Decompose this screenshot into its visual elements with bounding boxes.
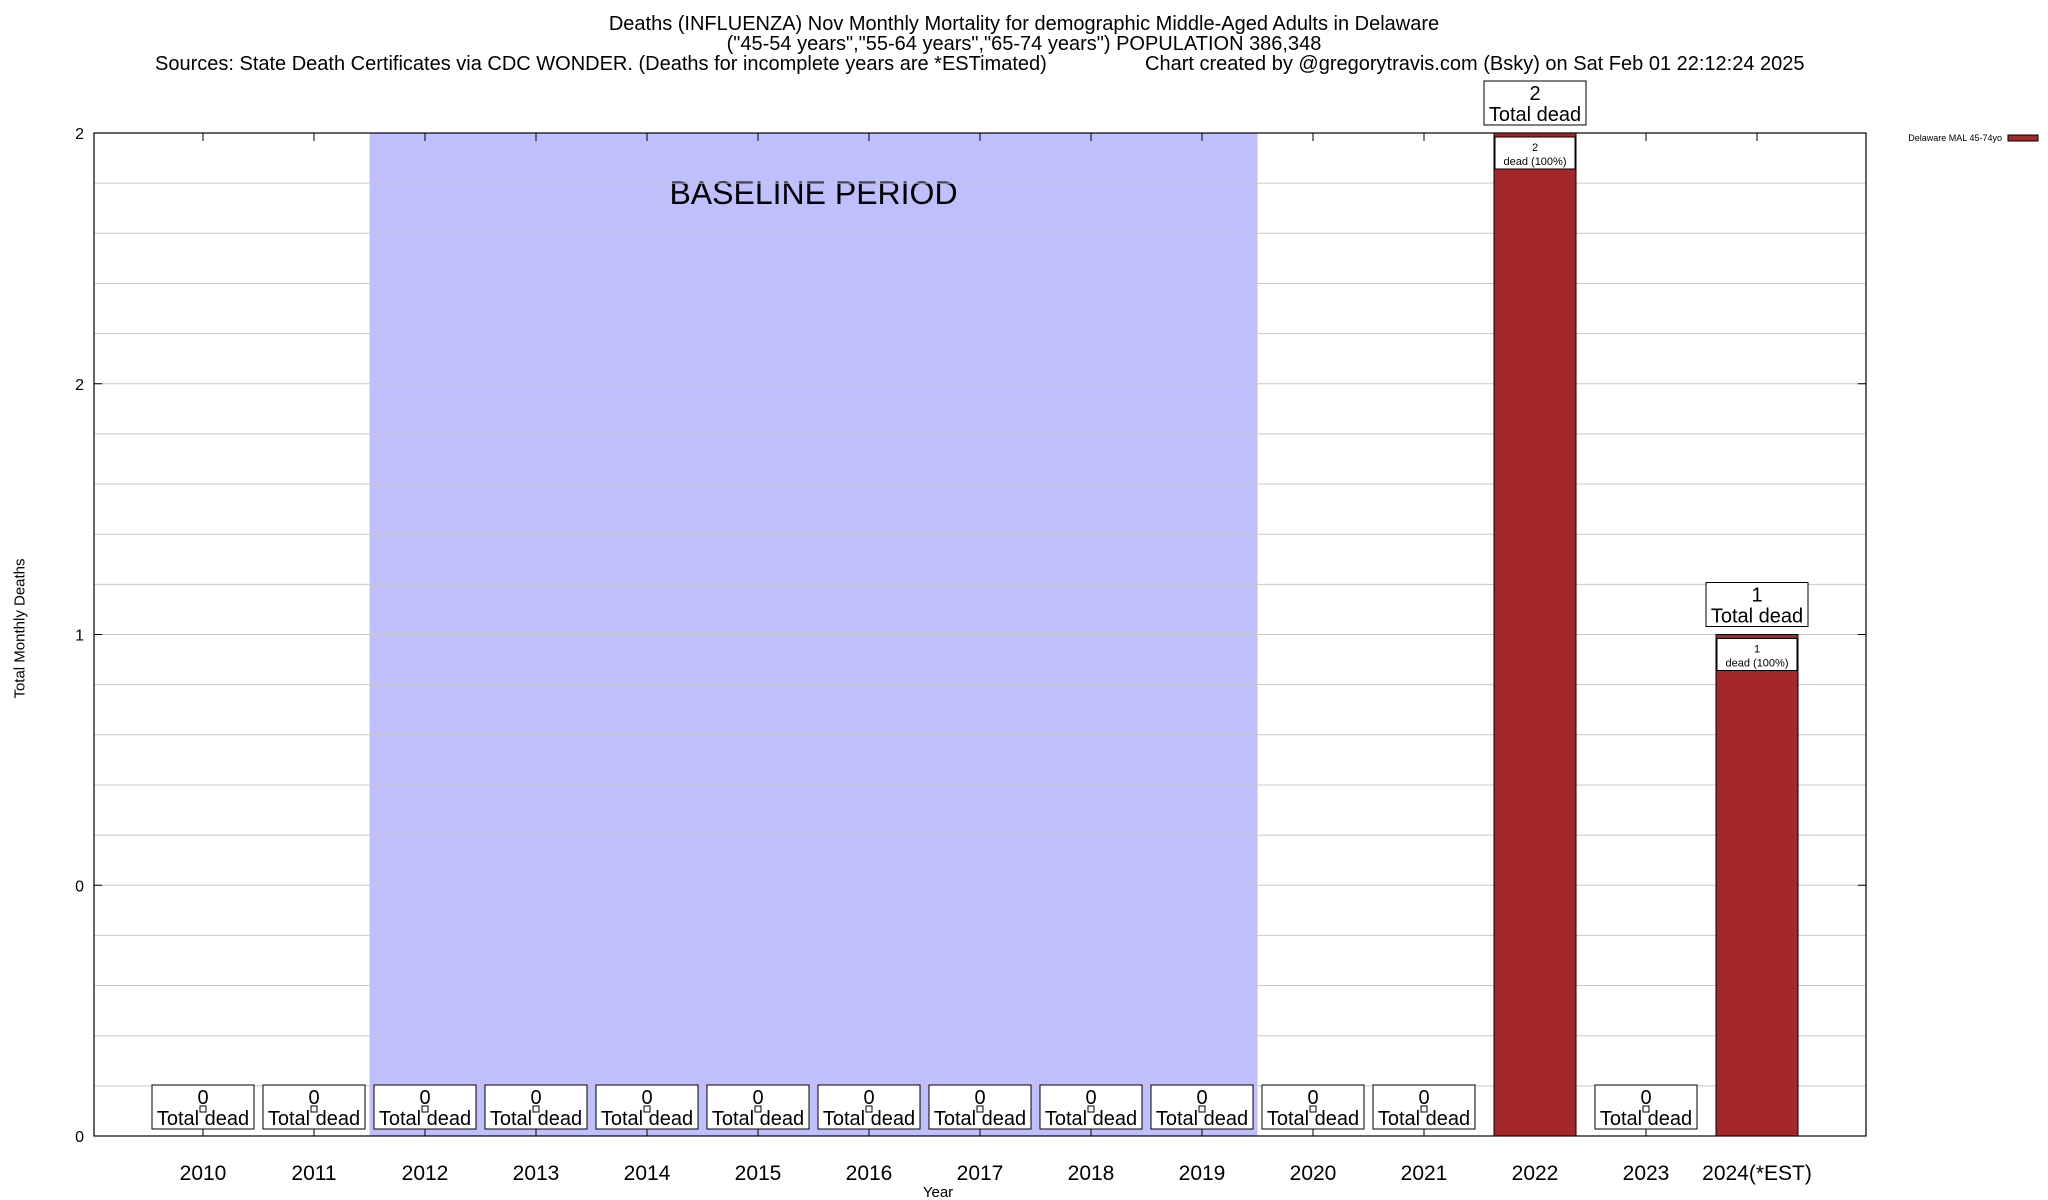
chart-subtitle: ("45-54 years","55-64 years","65-74 year… xyxy=(726,33,1322,55)
x-tick-label: 2015 xyxy=(735,1162,782,1185)
total-label: Total dead xyxy=(1711,606,1803,628)
x-tick-label: 2022 xyxy=(1512,1162,1559,1185)
zero-marker xyxy=(643,1105,651,1113)
y-tick-label: 0 xyxy=(75,878,84,895)
total-label: Total dead xyxy=(823,1108,915,1130)
total-value-label: 0 xyxy=(974,1087,985,1109)
x-tick-label: 2017 xyxy=(957,1162,1004,1185)
x-tick-label: 2012 xyxy=(402,1162,449,1185)
total-label-box xyxy=(928,1084,1032,1130)
x-tick-label: 2014 xyxy=(624,1162,671,1185)
x-tick-label: 2023 xyxy=(1623,1162,1670,1185)
segment-label-box xyxy=(1716,638,1798,671)
total-value-label: 0 xyxy=(1418,1087,1429,1109)
zero-marker xyxy=(1420,1105,1428,1113)
total-label: Total dead xyxy=(268,1108,360,1130)
zero-marker xyxy=(865,1105,873,1113)
total-label: Total dead xyxy=(712,1108,804,1130)
total-value-label: 0 xyxy=(752,1087,763,1109)
zero-marker xyxy=(310,1105,318,1113)
x-tick-label: 2019 xyxy=(1179,1162,1226,1185)
legend-label: Delaware MAL 45-74yo xyxy=(1908,133,2002,143)
zero-marker xyxy=(976,1105,984,1113)
y-tick-label: 0 xyxy=(75,1129,84,1146)
segment-label: dead (100%) xyxy=(1726,658,1789,670)
total-value-label: 0 xyxy=(1085,1087,1096,1109)
x-tick-label: 2011 xyxy=(291,1162,336,1185)
total-value-label: 0 xyxy=(419,1087,430,1109)
total-label: Total dead xyxy=(1378,1108,1470,1130)
x-tick-label: 2016 xyxy=(846,1162,893,1185)
total-value-label: 0 xyxy=(530,1087,541,1109)
total-value-label: 1 xyxy=(1751,585,1762,607)
zero-marker xyxy=(199,1105,207,1113)
segment-label-box xyxy=(1494,136,1576,170)
total-label: Total dead xyxy=(601,1108,693,1130)
x-tick-label: 2010 xyxy=(180,1162,227,1185)
total-label: Total dead xyxy=(379,1108,471,1130)
total-label: Total dead xyxy=(490,1108,582,1130)
total-label-box xyxy=(1594,1084,1698,1130)
x-tick-label: 2020 xyxy=(1290,1162,1337,1185)
total-label: Total dead xyxy=(1600,1108,1692,1130)
total-label: Total dead xyxy=(1489,104,1581,126)
segment-value-label: 1 xyxy=(1754,644,1760,656)
x-tick-label: 2021 xyxy=(1401,1162,1448,1185)
y-tick-label: 2 xyxy=(75,377,84,394)
credit-note: Chart created by @gregorytravis.com (Bsk… xyxy=(1145,53,1805,75)
zero-marker xyxy=(1642,1105,1650,1113)
total-label: Total dead xyxy=(1267,1108,1359,1130)
bar xyxy=(1715,634,1799,1137)
total-value-label: 0 xyxy=(197,1087,208,1109)
segment-label: dead (100%) xyxy=(1504,156,1567,168)
zero-marker xyxy=(421,1105,429,1113)
total-value-label: 0 xyxy=(863,1087,874,1109)
y-tick-label: 2 xyxy=(75,126,84,143)
total-label: Total dead xyxy=(157,1108,249,1130)
total-value-label: 0 xyxy=(308,1087,319,1109)
total-label-box xyxy=(1705,582,1809,627)
zero-marker xyxy=(754,1105,762,1113)
zero-marker xyxy=(1087,1105,1095,1113)
y-tick-label: 1 xyxy=(75,628,84,645)
total-value-label: 0 xyxy=(641,1087,652,1109)
total-value-label: 2 xyxy=(1529,83,1540,105)
bar xyxy=(1493,132,1577,1137)
total-label-box xyxy=(1261,1084,1365,1130)
x-axis-title: Year xyxy=(923,1184,953,1200)
chart-title: Deaths (INFLUENZA) Nov Monthly Mortality… xyxy=(608,13,1440,35)
x-tick-label: 2024(*EST) xyxy=(1702,1162,1812,1185)
zero-marker xyxy=(1198,1105,1206,1113)
x-tick-label: 2013 xyxy=(513,1162,560,1185)
total-value-label: 0 xyxy=(1307,1087,1318,1109)
total-label-box xyxy=(1483,80,1587,126)
total-value-label: 0 xyxy=(1196,1087,1207,1109)
zero-marker xyxy=(1309,1105,1317,1113)
total-label: Total dead xyxy=(1156,1108,1248,1130)
zero-marker xyxy=(532,1105,540,1113)
total-label-box xyxy=(1372,1084,1476,1130)
segment-value-label: 2 xyxy=(1532,142,1538,154)
total-label: Total dead xyxy=(1045,1108,1137,1130)
total-label: Total dead xyxy=(934,1108,1026,1130)
total-value-label: 0 xyxy=(1640,1087,1651,1109)
legend-swatch xyxy=(2007,134,2039,142)
baseline-label: BASELINE PERIOD xyxy=(669,175,957,211)
sources-note: Sources: State Death Certificates via CD… xyxy=(155,53,1047,75)
x-tick-label: 2018 xyxy=(1068,1162,1115,1185)
